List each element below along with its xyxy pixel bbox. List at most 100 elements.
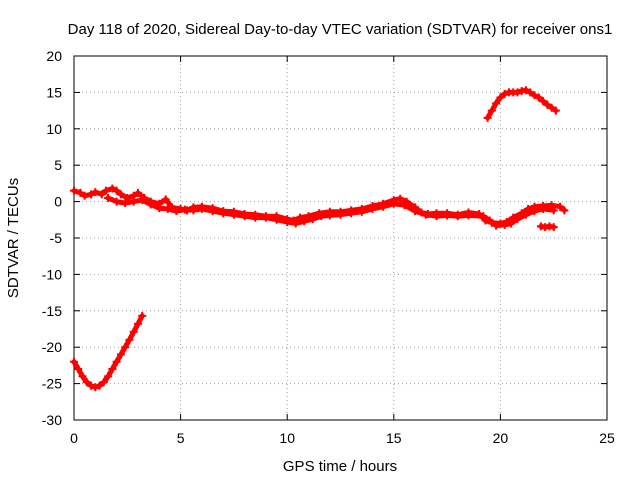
data-point — [534, 93, 543, 102]
data-point — [530, 91, 539, 100]
data-point — [70, 357, 78, 366]
y-tick-label: -20 — [42, 339, 62, 355]
data-point — [197, 204, 206, 213]
data-point — [547, 103, 556, 112]
data-point — [87, 381, 96, 390]
data-point — [80, 191, 89, 200]
data-point — [95, 381, 104, 390]
y-tick-labels: -30 -25 -20 -15 -10 -5 0 5 10 15 20 — [42, 48, 62, 428]
data-point — [112, 197, 121, 206]
chart-title: Day 118 of 2020, Sidereal Day-to-day VTE… — [68, 21, 613, 38]
data-point — [300, 217, 309, 226]
data-point — [112, 186, 121, 195]
data-point — [347, 209, 356, 218]
data-point — [389, 199, 398, 208]
data-point — [189, 206, 198, 215]
data-point — [155, 204, 164, 213]
x-tick-label: 0 — [70, 430, 78, 446]
data-point — [91, 188, 100, 197]
data-point — [421, 210, 430, 219]
y-tick-label: 5 — [54, 157, 62, 173]
data-point — [133, 188, 142, 197]
y-tick-label: -25 — [42, 376, 62, 392]
data-point — [443, 211, 452, 220]
data-point — [172, 207, 181, 216]
data-point — [496, 93, 505, 102]
data-point — [453, 212, 462, 221]
y-tick-label: 0 — [54, 194, 62, 210]
data-point — [291, 219, 300, 228]
data-point — [261, 213, 270, 222]
data-point — [379, 202, 388, 211]
x-tick-labels: 0 5 10 15 20 25 — [70, 430, 615, 446]
data-point — [133, 319, 142, 328]
data-point — [317, 212, 326, 221]
data-point — [308, 215, 317, 224]
data-point — [76, 188, 85, 197]
data-point — [116, 190, 125, 199]
y-axis-label: SDTVAR / TECUs — [5, 178, 22, 298]
data-point — [479, 212, 488, 221]
data-point — [336, 210, 345, 219]
data-point — [129, 327, 138, 336]
data-point — [411, 207, 420, 216]
data-point — [325, 211, 334, 220]
data-point — [116, 350, 125, 359]
x-axis-label: GPS time / hours — [283, 458, 397, 475]
data-point — [108, 365, 117, 374]
data-point — [121, 343, 130, 352]
y-tick-label: 20 — [46, 48, 62, 64]
data-point — [240, 212, 249, 221]
data-point — [551, 106, 560, 115]
data-point — [251, 213, 260, 222]
data-point — [283, 217, 292, 226]
data-point — [500, 89, 509, 98]
data-point — [487, 106, 496, 115]
data-point — [560, 206, 569, 215]
data-point — [125, 335, 134, 344]
data-point — [99, 378, 108, 387]
data-point — [82, 378, 91, 387]
plot-frame — [73, 55, 608, 421]
data-point — [432, 212, 441, 221]
grid-lines — [74, 56, 607, 420]
data-point — [161, 195, 170, 204]
data-point — [368, 204, 377, 213]
data-point — [500, 220, 509, 229]
data-point — [146, 200, 155, 209]
data-point — [513, 215, 522, 224]
data-point — [556, 202, 565, 211]
data-point — [229, 210, 238, 219]
data-point — [108, 184, 117, 193]
data-point — [74, 365, 83, 374]
data-point — [530, 207, 539, 216]
x-tick-label: 10 — [279, 430, 295, 446]
data-point — [78, 372, 87, 381]
data-point — [104, 193, 113, 202]
y-tick-label: 15 — [46, 84, 62, 100]
data-point — [97, 190, 106, 199]
data-point — [138, 196, 147, 205]
series-dash-late — [536, 222, 558, 232]
y-tick-label: -5 — [50, 230, 63, 246]
data-series — [70, 86, 569, 392]
data-point — [513, 88, 522, 97]
data-point — [208, 207, 217, 216]
x-tick-label: 20 — [493, 430, 509, 446]
data-point — [180, 205, 189, 214]
data-point — [492, 221, 501, 230]
data-point — [485, 216, 494, 225]
data-point — [526, 88, 535, 97]
y-tick-label: -10 — [42, 266, 62, 282]
data-point — [138, 311, 147, 320]
data-point — [539, 97, 548, 106]
data-point — [357, 207, 366, 216]
y-tick-label: 10 — [46, 121, 62, 137]
data-point — [507, 219, 516, 228]
data-point — [549, 223, 558, 232]
data-point — [521, 210, 530, 219]
data-point — [521, 86, 530, 95]
data-point — [400, 201, 409, 210]
plot-border — [73, 55, 608, 421]
series-arc-early — [70, 311, 147, 392]
